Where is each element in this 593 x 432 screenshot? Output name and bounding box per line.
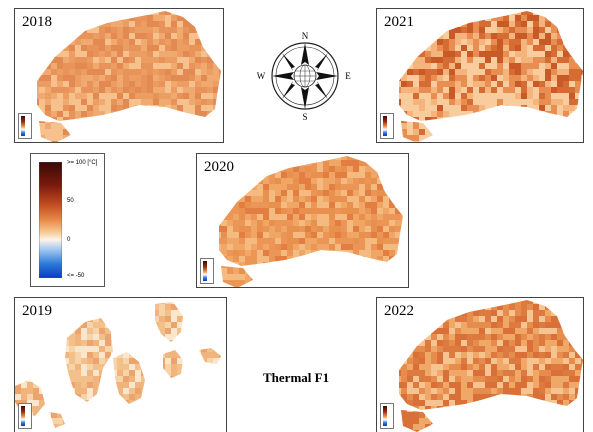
mini-legend xyxy=(18,113,32,139)
thermal-map-2021 xyxy=(399,11,583,142)
map-panel-2019: 2019 xyxy=(14,297,227,432)
map-panel-2021: 2021 xyxy=(376,8,584,143)
panel-year-label: 2019 xyxy=(22,303,52,319)
compass-south-label: S xyxy=(302,112,307,122)
compass-north-label: N xyxy=(302,31,309,41)
mini-legend xyxy=(18,403,32,429)
legend-tick-0: 0 xyxy=(67,237,71,243)
mini-legend xyxy=(380,113,394,139)
panel-year-label: 2021 xyxy=(384,14,414,30)
color-legend: >= 100 [°C] 50 0 <= -50 xyxy=(30,153,105,287)
compass-east-label: E xyxy=(345,71,351,81)
figure-caption: Thermal F1 xyxy=(263,370,330,385)
legend-min-label: <= -50 xyxy=(67,273,85,279)
panel-year-label: 2022 xyxy=(384,303,414,319)
panel-year-label: 2018 xyxy=(22,14,52,30)
panel-year-label: 2020 xyxy=(204,159,234,175)
mini-legend xyxy=(200,258,214,284)
compass-west-label: W xyxy=(257,71,266,81)
legend-max-label: >= 100 [°C] xyxy=(67,160,98,166)
thermal-map-2020 xyxy=(219,156,403,287)
legend-color-bar xyxy=(39,162,62,278)
mini-legend xyxy=(380,403,394,429)
map-panel-2020: 2020 xyxy=(196,153,409,288)
map-panel-2018: 2018 xyxy=(14,8,224,143)
thermal-map-2022 xyxy=(399,300,583,432)
compass-rose: N S W E xyxy=(255,30,355,122)
thermal-map-2018 xyxy=(37,11,221,142)
legend-tick-50: 50 xyxy=(67,198,74,204)
map-panel-2022: 2022 xyxy=(376,297,584,432)
